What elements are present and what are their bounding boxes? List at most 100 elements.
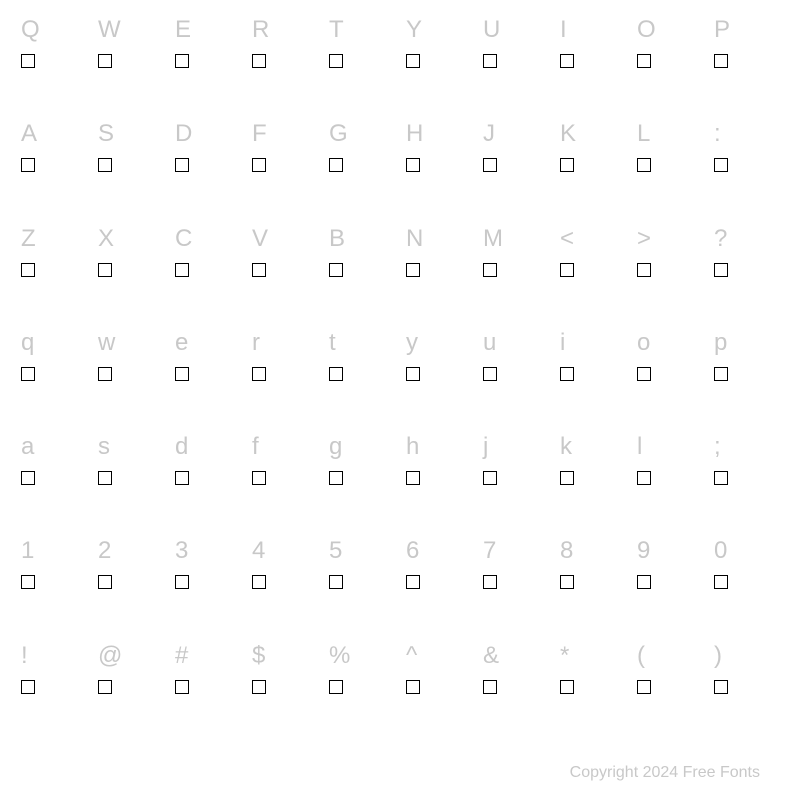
glyph-box bbox=[175, 54, 189, 68]
char-label: @ bbox=[98, 642, 122, 670]
glyph-box bbox=[637, 471, 651, 485]
char-label: 8 bbox=[560, 537, 573, 565]
char-label: J bbox=[483, 120, 495, 148]
char-cell: 5 bbox=[323, 531, 400, 635]
char-cell: f bbox=[246, 427, 323, 531]
char-label: k bbox=[560, 433, 572, 461]
char-cell: h bbox=[400, 427, 477, 531]
char-label: 7 bbox=[483, 537, 496, 565]
character-map-grid: QWERTYUIOPASDFGHJKL:ZXCVBNM<>?qwertyuiop… bbox=[0, 0, 800, 740]
glyph-box bbox=[637, 575, 651, 589]
char-label: I bbox=[560, 16, 567, 44]
char-label: w bbox=[98, 329, 115, 357]
char-cell: J bbox=[477, 114, 554, 218]
char-cell: ^ bbox=[400, 636, 477, 740]
glyph-box bbox=[406, 158, 420, 172]
char-cell: @ bbox=[92, 636, 169, 740]
char-label: u bbox=[483, 329, 496, 357]
char-cell: 6 bbox=[400, 531, 477, 635]
char-cell: q bbox=[15, 323, 92, 427]
char-label: S bbox=[98, 120, 114, 148]
char-label: p bbox=[714, 329, 727, 357]
char-cell: w bbox=[92, 323, 169, 427]
char-cell: * bbox=[554, 636, 631, 740]
char-label: P bbox=[714, 16, 730, 44]
char-cell: 8 bbox=[554, 531, 631, 635]
glyph-box bbox=[560, 158, 574, 172]
char-cell: ! bbox=[15, 636, 92, 740]
glyph-box bbox=[98, 158, 112, 172]
char-label: % bbox=[329, 642, 350, 670]
char-label: F bbox=[252, 120, 267, 148]
glyph-box bbox=[714, 575, 728, 589]
char-cell: M bbox=[477, 219, 554, 323]
glyph-box bbox=[406, 680, 420, 694]
char-label: i bbox=[560, 329, 565, 357]
glyph-box bbox=[483, 54, 497, 68]
glyph-box bbox=[175, 158, 189, 172]
char-cell: ( bbox=[631, 636, 708, 740]
char-label: Y bbox=[406, 16, 422, 44]
glyph-box bbox=[714, 158, 728, 172]
char-cell: Y bbox=[400, 10, 477, 114]
char-cell: A bbox=[15, 114, 92, 218]
char-cell: N bbox=[400, 219, 477, 323]
char-label: 3 bbox=[175, 537, 188, 565]
glyph-box bbox=[21, 471, 35, 485]
char-cell: 4 bbox=[246, 531, 323, 635]
glyph-box bbox=[98, 471, 112, 485]
char-cell: ; bbox=[708, 427, 785, 531]
glyph-box bbox=[714, 367, 728, 381]
char-label: ) bbox=[714, 642, 722, 670]
char-label: N bbox=[406, 225, 423, 253]
char-cell: & bbox=[477, 636, 554, 740]
glyph-box bbox=[21, 680, 35, 694]
glyph-box bbox=[406, 263, 420, 277]
char-label: A bbox=[21, 120, 37, 148]
char-cell: 0 bbox=[708, 531, 785, 635]
glyph-box bbox=[637, 367, 651, 381]
glyph-box bbox=[560, 575, 574, 589]
glyph-box bbox=[175, 367, 189, 381]
glyph-box bbox=[252, 263, 266, 277]
char-label: & bbox=[483, 642, 499, 670]
char-label: ? bbox=[714, 225, 727, 253]
glyph-box bbox=[637, 680, 651, 694]
glyph-box bbox=[98, 367, 112, 381]
char-cell: p bbox=[708, 323, 785, 427]
copyright-footer: Copyright 2024 Free Fonts bbox=[570, 764, 760, 782]
glyph-box bbox=[714, 471, 728, 485]
glyph-box bbox=[98, 575, 112, 589]
char-label: D bbox=[175, 120, 192, 148]
char-label: ! bbox=[21, 642, 28, 670]
char-cell: D bbox=[169, 114, 246, 218]
glyph-box bbox=[406, 575, 420, 589]
char-label: : bbox=[714, 120, 721, 148]
char-cell: l bbox=[631, 427, 708, 531]
char-cell: o bbox=[631, 323, 708, 427]
char-label: T bbox=[329, 16, 344, 44]
char-cell: 1 bbox=[15, 531, 92, 635]
char-label: H bbox=[406, 120, 423, 148]
char-cell: 3 bbox=[169, 531, 246, 635]
char-cell: U bbox=[477, 10, 554, 114]
char-cell: R bbox=[246, 10, 323, 114]
char-label: L bbox=[637, 120, 650, 148]
char-label: K bbox=[560, 120, 576, 148]
char-cell: d bbox=[169, 427, 246, 531]
glyph-box bbox=[175, 471, 189, 485]
glyph-box bbox=[175, 680, 189, 694]
char-cell: W bbox=[92, 10, 169, 114]
glyph-box bbox=[21, 54, 35, 68]
char-label: 1 bbox=[21, 537, 34, 565]
char-label: U bbox=[483, 16, 500, 44]
char-label: Z bbox=[21, 225, 36, 253]
glyph-box bbox=[406, 54, 420, 68]
glyph-box bbox=[560, 54, 574, 68]
char-cell: < bbox=[554, 219, 631, 323]
char-cell: e bbox=[169, 323, 246, 427]
glyph-box bbox=[483, 367, 497, 381]
char-label: 9 bbox=[637, 537, 650, 565]
glyph-box bbox=[252, 367, 266, 381]
char-cell: ) bbox=[708, 636, 785, 740]
